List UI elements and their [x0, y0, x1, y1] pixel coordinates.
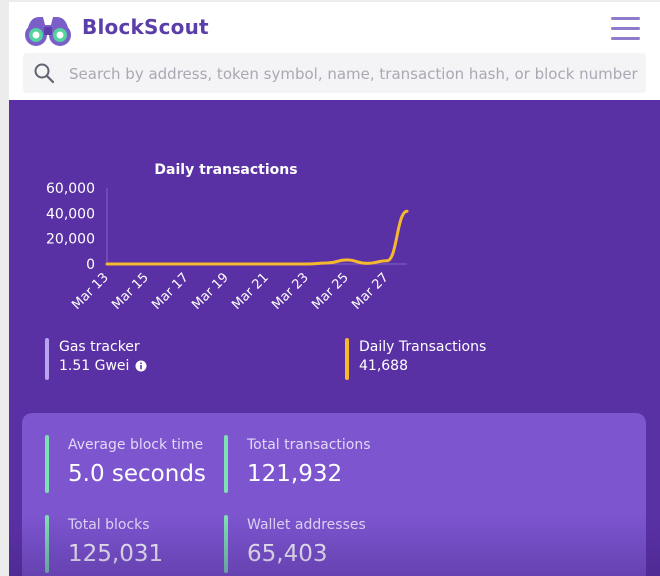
- gas-tracker-bar: [45, 338, 49, 380]
- x-tick-label: Mar 19: [189, 270, 232, 313]
- x-tick-label: Mar 23: [269, 270, 312, 313]
- info-icon[interactable]: [135, 360, 147, 372]
- stat-label: Total transactions: [247, 437, 371, 453]
- x-tick-label: Mar 17: [149, 270, 192, 313]
- stat-bar: [45, 435, 49, 493]
- search-input[interactable]: [67, 57, 641, 91]
- y-tick-label: 20,000: [46, 232, 95, 248]
- hamburger-menu-icon[interactable]: [611, 17, 641, 43]
- y-tick-labels: 60,000 40,000 20,000 0: [46, 181, 95, 273]
- menu-line: [611, 37, 640, 40]
- x-tick-label: Mar 13: [69, 270, 112, 313]
- y-tick-label: 0: [86, 257, 95, 273]
- stat-bar: [224, 515, 228, 573]
- header: BlockScout: [9, 2, 660, 100]
- x-tick-label: Mar 21: [229, 270, 272, 313]
- binoculars-logo-icon[interactable]: [23, 11, 73, 47]
- x-tick-label: Mar 27: [349, 270, 392, 313]
- daily-transactions-label: Daily Transactions: [359, 339, 487, 355]
- gas-tracker-value-row: 1.51 Gwei: [59, 358, 147, 374]
- gas-tracker-label: Gas tracker: [59, 339, 140, 355]
- hero-section: Daily transactions 60,000 40,000 20,000 0 M…: [9, 100, 660, 576]
- stat-bar: [45, 515, 49, 573]
- brand-name[interactable]: BlockScout: [82, 15, 209, 39]
- menu-line: [611, 27, 640, 30]
- stat-value: 65,403: [247, 541, 328, 567]
- x-tick-label: Mar 15: [109, 270, 152, 313]
- search-icon: [34, 63, 55, 84]
- stats-card: Average block time 5.0 seconds Total tra…: [22, 413, 646, 576]
- daily-transactions-bar: [345, 338, 349, 380]
- search-bar[interactable]: [23, 53, 646, 93]
- stat-value: 125,031: [68, 541, 164, 567]
- app-frame: BlockScout Daily transactions 60,000 40,0…: [9, 2, 660, 576]
- daily-transactions-value: 41,688: [359, 358, 408, 374]
- x-tick-label: Mar 25: [309, 270, 352, 313]
- daily-transactions-line: [105, 209, 409, 266]
- stat-value: 121,932: [247, 461, 343, 487]
- menu-line: [611, 17, 640, 20]
- y-tick-label: 60,000: [46, 181, 95, 197]
- stat-label: Average block time: [68, 437, 204, 453]
- gas-tracker-value: 1.51 Gwei: [59, 358, 130, 374]
- chart-title: Daily transactions: [154, 162, 297, 178]
- y-tick-label: 40,000: [46, 206, 95, 222]
- stat-value: 5.0 seconds: [68, 461, 206, 487]
- stat-label: Total blocks: [68, 517, 150, 533]
- stat-label: Wallet addresses: [247, 517, 366, 533]
- stat-bar: [224, 435, 228, 493]
- daily-transactions-chart: Daily transactions 60,000 40,000 20,000 0 M…: [46, 162, 409, 313]
